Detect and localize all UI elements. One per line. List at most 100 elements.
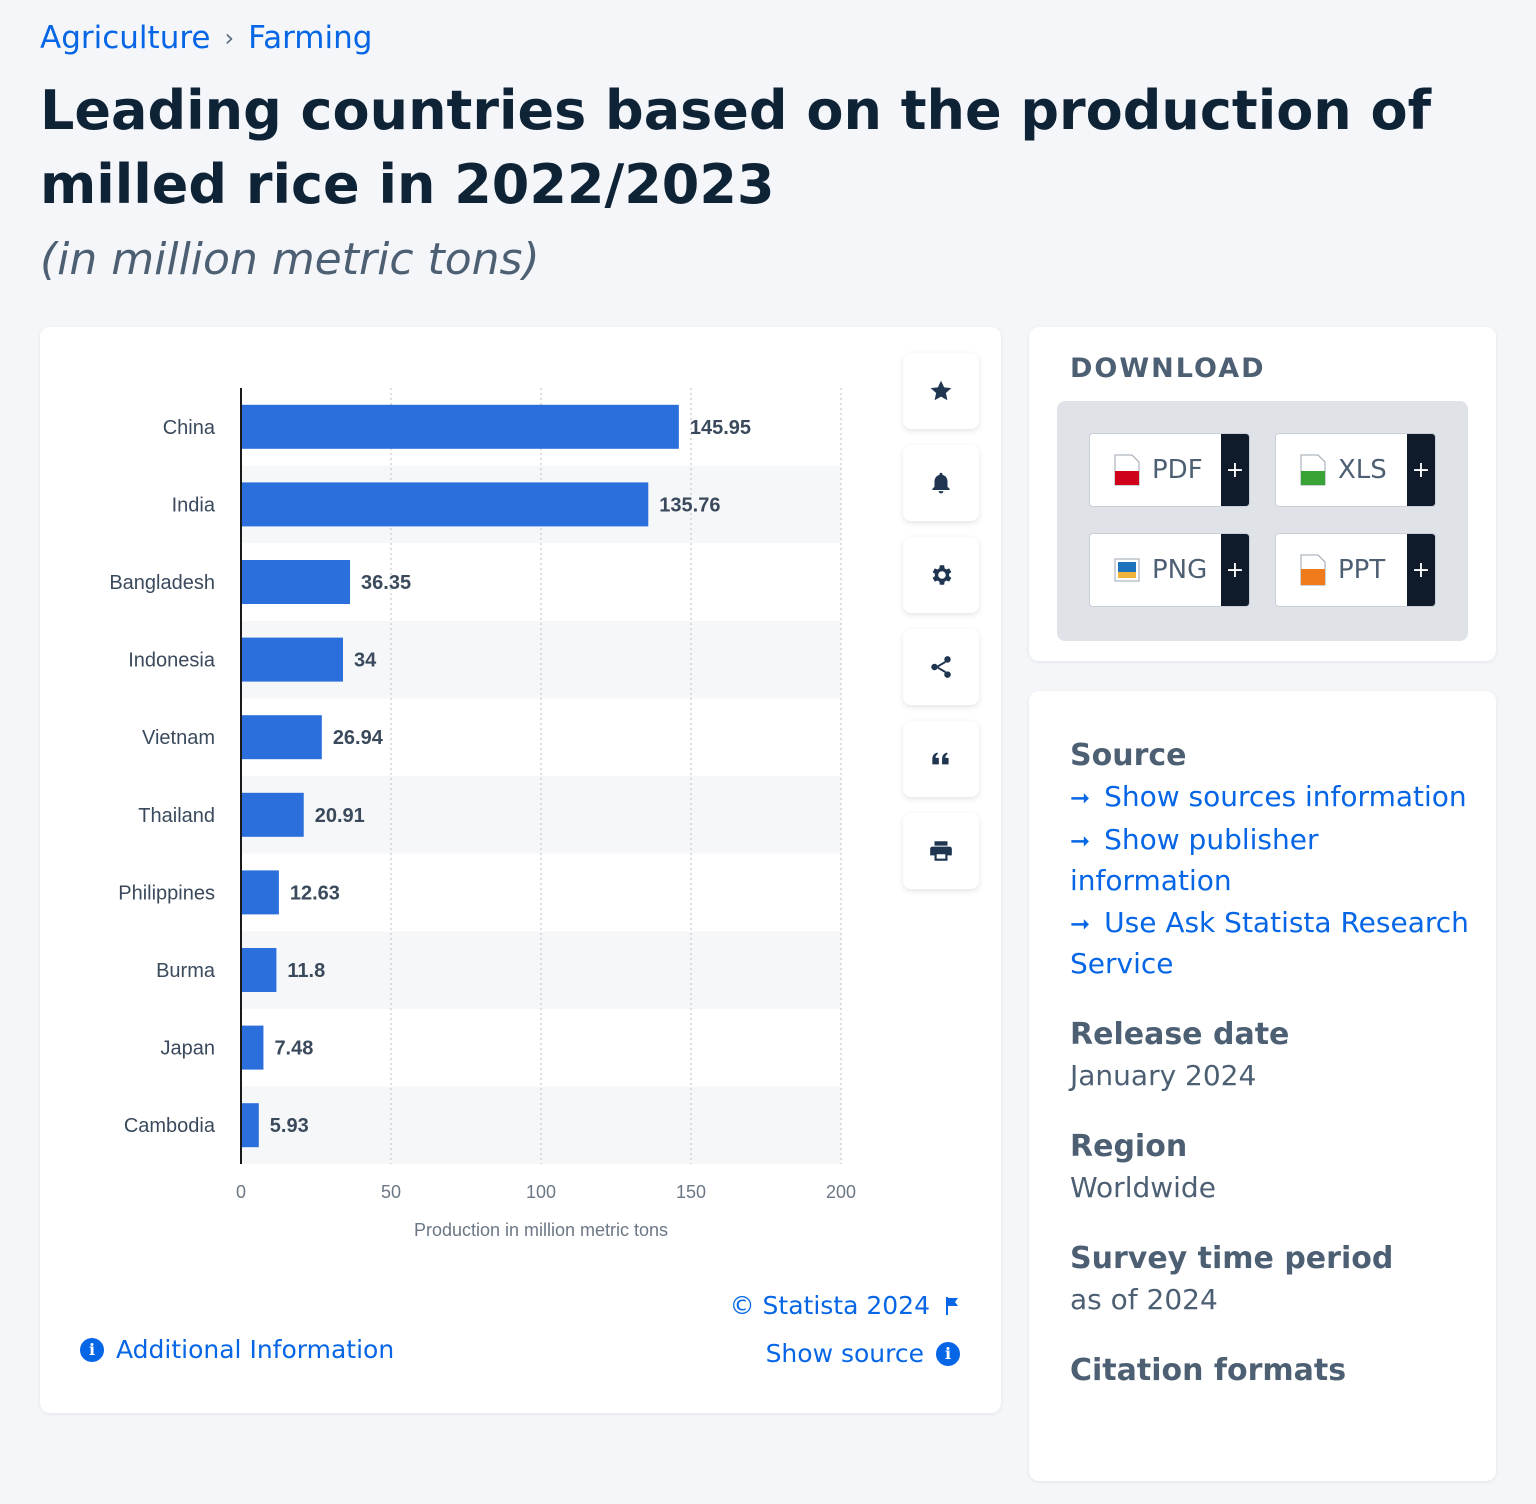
show-source-link[interactable]: Show source i bbox=[766, 1339, 960, 1368]
bar bbox=[241, 715, 322, 760]
statistic-details: Source ➞ Show sources information ➞ Show p… bbox=[1070, 735, 1470, 1392]
notification-button[interactable] bbox=[903, 445, 979, 521]
bar bbox=[241, 792, 304, 837]
category-label: Bangladesh bbox=[109, 572, 215, 594]
bar bbox=[241, 482, 649, 527]
xls-label: XLS bbox=[1338, 455, 1387, 485]
survey-period-heading: Survey time period bbox=[1070, 1241, 1394, 1276]
bell-icon bbox=[932, 472, 950, 494]
category-label: Vietnam bbox=[142, 727, 215, 749]
png-file-icon bbox=[1114, 558, 1140, 582]
cite-button[interactable] bbox=[903, 721, 979, 797]
download-png-button[interactable]: PNG + bbox=[1089, 533, 1250, 607]
show-sources-information-label: Show sources information bbox=[1104, 780, 1467, 813]
png-label: PNG bbox=[1152, 555, 1208, 585]
download-pdf-button[interactable]: PDF + bbox=[1089, 433, 1250, 507]
info-icon: i bbox=[936, 1341, 960, 1366]
data-label: 12.63 bbox=[290, 882, 340, 904]
bar bbox=[241, 404, 679, 449]
ask-statista-link[interactable]: ➞ Use Ask Statista Research Service bbox=[1070, 903, 1470, 984]
x-tick-label: 50 bbox=[381, 1182, 401, 1202]
credit-text: © Statista 2024 bbox=[729, 1291, 930, 1320]
release-date-heading: Release date bbox=[1070, 1017, 1290, 1052]
arrow-right-icon: ➞ bbox=[1070, 784, 1091, 812]
download-panel: PDF + XLS + PNG + PPT + bbox=[1057, 401, 1468, 641]
download-ppt-button[interactable]: PPT + bbox=[1275, 533, 1436, 607]
breadcrumb: Agriculture › Farming bbox=[40, 20, 372, 56]
bar-chart: 0 50 100 150 200 Production in million metric… bbox=[109, 388, 856, 1240]
row-band bbox=[241, 931, 841, 1009]
share-icon bbox=[931, 656, 951, 678]
statistic-details-card: Source ➞ Show sources information ➞ Show p… bbox=[1029, 691, 1496, 1481]
additional-information-link[interactable]: i Additional Information bbox=[80, 1335, 394, 1364]
category-label: Thailand bbox=[138, 805, 215, 827]
pdf-label: PDF bbox=[1152, 455, 1203, 485]
breadcrumb-link-farming[interactable]: Farming bbox=[248, 20, 373, 56]
quote-icon bbox=[932, 752, 949, 765]
favorite-button[interactable] bbox=[903, 353, 979, 429]
info-icon: i bbox=[80, 1337, 104, 1362]
download-card: DOWNLOAD PDF + XLS + PNG + P bbox=[1029, 327, 1496, 661]
x-tick-label: 150 bbox=[676, 1182, 706, 1202]
statista-credit[interactable]: © Statista 2024 bbox=[730, 1291, 960, 1320]
source-heading: Source bbox=[1070, 738, 1187, 773]
x-tick-label: 100 bbox=[526, 1182, 556, 1202]
release-date-value: January 2024 bbox=[1070, 1059, 1257, 1092]
bar bbox=[241, 948, 277, 992]
data-label: 7.48 bbox=[274, 1038, 313, 1060]
download-xls-button[interactable]: XLS + bbox=[1275, 433, 1436, 507]
show-source-label: Show source bbox=[765, 1339, 924, 1368]
bar bbox=[241, 560, 351, 604]
category-label: Japan bbox=[161, 1038, 216, 1060]
data-label: 26.94 bbox=[333, 727, 384, 749]
download-title: DOWNLOAD bbox=[1070, 353, 1266, 384]
data-label: 5.93 bbox=[270, 1115, 309, 1137]
survey-period-value: as of 2024 bbox=[1070, 1283, 1218, 1316]
data-label: 34 bbox=[354, 650, 377, 672]
data-label: 20.91 bbox=[315, 805, 365, 827]
category-label: China bbox=[163, 417, 216, 439]
data-label: 135.76 bbox=[659, 494, 720, 516]
x-tick-label: 0 bbox=[236, 1182, 246, 1202]
arrow-right-icon: ➞ bbox=[1070, 910, 1091, 938]
ppt-plus[interactable]: + bbox=[1407, 534, 1435, 606]
settings-button[interactable] bbox=[903, 537, 979, 613]
arrow-right-icon: ➞ bbox=[1070, 827, 1091, 855]
category-label: Philippines bbox=[118, 882, 215, 904]
flag-icon bbox=[946, 1296, 958, 1315]
data-label: 36.35 bbox=[361, 572, 411, 594]
breadcrumb-link-agriculture[interactable]: Agriculture bbox=[40, 20, 211, 56]
x-axis-title: Production in million metric tons bbox=[414, 1220, 668, 1240]
print-button[interactable] bbox=[903, 813, 979, 889]
region-heading: Region bbox=[1070, 1129, 1188, 1164]
show-publisher-information-link[interactable]: ➞ Show publisher information bbox=[1070, 820, 1470, 901]
category-label: India bbox=[172, 494, 216, 516]
pdf-file-icon bbox=[1114, 454, 1140, 486]
ask-statista-label: Use Ask Statista Research Service bbox=[1070, 906, 1469, 980]
category-label: Indonesia bbox=[128, 650, 216, 672]
data-label: 11.8 bbox=[287, 960, 325, 982]
star-icon bbox=[930, 380, 952, 401]
breadcrumb-separator: › bbox=[224, 24, 235, 52]
share-button[interactable] bbox=[903, 629, 979, 705]
ppt-file-icon bbox=[1300, 554, 1326, 586]
bar bbox=[241, 637, 343, 682]
bar bbox=[241, 870, 279, 915]
data-label: 145.95 bbox=[690, 417, 751, 439]
citation-formats-heading[interactable]: Citation formats bbox=[1070, 1353, 1347, 1388]
page-title: Leading countries based on the productio… bbox=[40, 79, 1432, 216]
printer-icon bbox=[930, 841, 952, 861]
page-subtitle: (in million metric tons) bbox=[40, 234, 540, 285]
category-label: Cambodia bbox=[124, 1115, 216, 1137]
show-publisher-information-label: Show publisher information bbox=[1070, 823, 1319, 897]
additional-information-label: Additional Information bbox=[116, 1335, 395, 1364]
ppt-label: PPT bbox=[1338, 555, 1386, 585]
x-tick-label: 200 bbox=[826, 1182, 856, 1202]
category-label: Burma bbox=[156, 960, 216, 982]
pdf-plus[interactable]: + bbox=[1221, 434, 1249, 506]
xls-plus[interactable]: + bbox=[1407, 434, 1435, 506]
chart-card: 0 50 100 150 200 Production in million metric… bbox=[40, 327, 1001, 1413]
bar bbox=[241, 1103, 259, 1148]
show-sources-information-link[interactable]: ➞ Show sources information bbox=[1070, 777, 1470, 818]
png-plus[interactable]: + bbox=[1221, 534, 1249, 606]
